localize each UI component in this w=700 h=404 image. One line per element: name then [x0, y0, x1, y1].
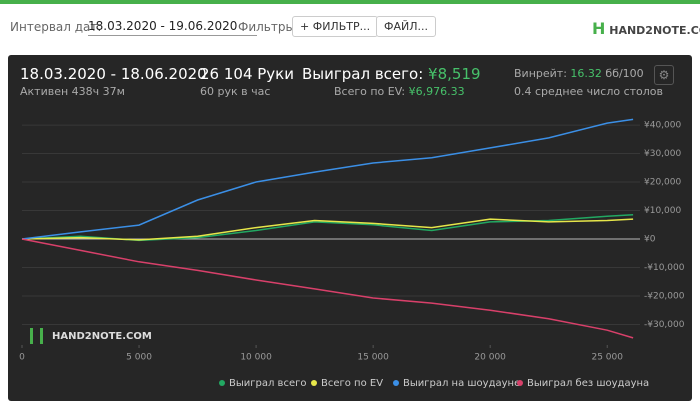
date-label: Интервал дат:	[10, 20, 102, 34]
winrate-value: 16.32	[570, 67, 602, 80]
winrate: Винрейт: 16.32 бб/100	[514, 67, 644, 80]
date-picker[interactable]: 18.03.2020 - 19.06.2020	[88, 18, 258, 36]
y-tick-label: -¥30,000	[644, 320, 685, 330]
series-line	[21, 238, 634, 339]
series-line	[21, 218, 634, 241]
legend-marker	[219, 380, 225, 386]
watermark: HAND2NOTE.COM	[52, 331, 152, 342]
file-button[interactable]: ФАЙЛ...	[376, 16, 436, 37]
y-tick-label: ¥40,000	[644, 121, 681, 131]
winrate-label: Винрейт:	[514, 67, 567, 80]
y-tick-label: ¥10,000	[644, 206, 681, 216]
y-tick-label: ¥20,000	[644, 178, 681, 188]
winrate-unit: бб/100	[605, 67, 644, 80]
legend-label: Выиграл всего	[229, 378, 306, 389]
hands: 26 104 Руки	[200, 65, 294, 83]
stats-panel: 18.03.2020 - 18.06.2020 Активен 438ч 37м…	[8, 55, 692, 401]
legend-label: Всего по EV	[321, 378, 383, 389]
logo-text: HAND2NOTE.COM	[609, 24, 700, 37]
y-tick-label: ¥30,000	[644, 149, 681, 159]
x-tick-label: 10 000	[240, 353, 272, 363]
y-tick-label: ¥0	[644, 235, 656, 245]
logo: H HAND2NOTE.COM	[592, 19, 700, 38]
legend-label: Выиграл без шоудауна	[527, 378, 649, 389]
top-bar	[0, 0, 700, 4]
y-tick-label: -¥10,000	[644, 263, 685, 273]
filter-button-text: ФИЛЬТР...	[312, 20, 371, 33]
won: Выиграл всего: ¥8,519	[302, 65, 481, 83]
hands-per-hour: 60 рук в час	[200, 85, 271, 98]
x-tick-label: 0	[19, 353, 25, 363]
series-line	[21, 118, 634, 240]
legend-label: Выиграл на шоудауне	[403, 378, 520, 389]
filter-button[interactable]: + ФИЛЬТР...	[292, 16, 379, 37]
legend-marker	[393, 380, 399, 386]
legend-marker	[517, 380, 523, 386]
x-tick-label: 15 000	[357, 353, 389, 363]
y-tick-label: -¥20,000	[644, 292, 685, 302]
watermark-icon	[30, 328, 33, 344]
ev-value: ¥6,976.33	[408, 85, 465, 98]
filters-label: Фильтры:	[238, 20, 299, 34]
period: 18.03.2020 - 18.06.2020	[20, 65, 207, 83]
won-label: Выиграл всего:	[302, 65, 424, 83]
ev-label: Всего по EV:	[334, 85, 406, 98]
x-tick-label: 5 000	[126, 353, 152, 363]
legend-marker	[311, 380, 317, 386]
tables: 0.4 среднее число столов	[514, 85, 663, 98]
ev: Всего по EV: ¥6,976.33	[334, 85, 465, 98]
active: Активен 438ч 37м	[20, 85, 125, 98]
x-tick-label: 25 000	[591, 353, 623, 363]
settings-button[interactable]: ⚙	[654, 65, 674, 85]
watermark-icon	[40, 328, 43, 344]
won-value: ¥8,519	[428, 65, 481, 83]
x-tick-label: 20 000	[474, 353, 506, 363]
